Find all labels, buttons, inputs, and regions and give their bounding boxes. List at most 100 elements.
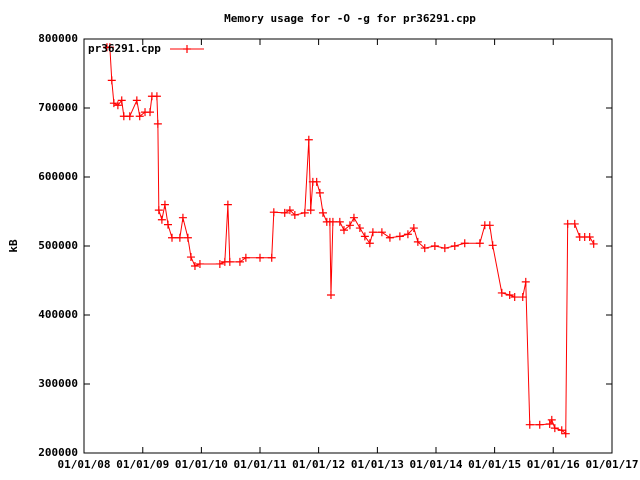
- x-tick-label: 01/01/11: [234, 458, 287, 471]
- point: [146, 108, 154, 117]
- point: [125, 112, 134, 121]
- y-tick-label: 500000: [38, 239, 78, 252]
- point: [355, 224, 364, 233]
- point: [365, 239, 374, 248]
- point: [521, 277, 530, 286]
- point: [360, 232, 369, 241]
- y-tick-label: 600000: [38, 170, 78, 183]
- x-tick-label: 01/01/13: [351, 458, 404, 471]
- point: [409, 224, 418, 233]
- point: [113, 101, 122, 110]
- point: [215, 259, 224, 268]
- point: [241, 253, 250, 262]
- point: [154, 206, 163, 215]
- point: [225, 257, 234, 266]
- point: [460, 239, 469, 248]
- point: [300, 208, 309, 217]
- point: [585, 233, 594, 242]
- y-tick-label: 200000: [38, 446, 78, 459]
- point: [285, 206, 294, 215]
- point: [135, 112, 144, 121]
- point: [223, 200, 232, 209]
- point: [186, 253, 195, 262]
- point: [183, 233, 192, 242]
- point: [235, 257, 244, 266]
- y-tick-label: 400000: [38, 308, 78, 321]
- point: [535, 420, 544, 429]
- point: [545, 420, 554, 429]
- point: [117, 96, 126, 105]
- point: [395, 232, 404, 241]
- point: [570, 219, 579, 228]
- point: [160, 200, 169, 209]
- point: [280, 208, 289, 217]
- point: [550, 424, 559, 433]
- point: [157, 215, 166, 224]
- point: [105, 43, 114, 52]
- point: [335, 217, 344, 226]
- x-tick-label: 01/01/09: [116, 458, 169, 471]
- point: [163, 220, 172, 229]
- x-tick-label: 01/01/16: [527, 458, 580, 471]
- point: [475, 239, 484, 248]
- point: [377, 228, 386, 237]
- point: [420, 244, 429, 253]
- point: [589, 239, 598, 248]
- x-tick-label: 01/01/08: [58, 458, 111, 471]
- point: [430, 242, 439, 250]
- y-tick-label: 300000: [38, 377, 78, 390]
- y-tick-label: 800000: [38, 32, 78, 45]
- point: [109, 99, 118, 108]
- y-axis-label: kB: [7, 239, 20, 253]
- point: [175, 233, 184, 242]
- x-tick-label: 01/01/10: [175, 458, 228, 471]
- point: [345, 221, 354, 230]
- point: [304, 135, 313, 144]
- point: [485, 221, 494, 230]
- point: [315, 188, 324, 197]
- point: [440, 244, 449, 253]
- point: [269, 208, 278, 217]
- point: [326, 290, 335, 299]
- point: [561, 429, 570, 438]
- plot-border: [83, 38, 613, 454]
- point: [488, 241, 497, 250]
- point: [505, 290, 514, 299]
- x-tick-label: 01/01/17: [586, 458, 639, 471]
- point: [267, 253, 276, 262]
- point: [168, 233, 176, 242]
- point: [339, 226, 348, 235]
- point: [312, 177, 321, 186]
- x-tick-label: 01/01/15: [468, 458, 521, 471]
- legend-label: pr36291.cpp: [88, 42, 161, 55]
- point: [497, 288, 506, 297]
- point: [525, 420, 534, 429]
- y-tick-label: 700000: [38, 101, 78, 114]
- point: [403, 230, 412, 239]
- point: [152, 92, 161, 101]
- point: [349, 213, 358, 222]
- point: [510, 293, 519, 302]
- x-tick-label: 01/01/14: [410, 458, 463, 471]
- point: [450, 242, 459, 250]
- chart-title: Memory usage for -O -g for pr36291.cpp: [224, 12, 476, 25]
- point: [328, 217, 337, 226]
- point: [256, 253, 264, 262]
- point: [518, 293, 527, 302]
- point: [385, 233, 394, 242]
- point: [290, 210, 299, 219]
- point: [318, 208, 327, 217]
- point: [368, 228, 377, 237]
- point: [178, 213, 187, 222]
- point: [190, 262, 199, 271]
- point: [413, 237, 422, 246]
- point: [153, 119, 162, 128]
- point: [557, 426, 566, 435]
- point: [547, 415, 556, 424]
- point: [132, 96, 141, 105]
- point: [306, 206, 315, 215]
- point: [563, 219, 572, 228]
- point: [107, 76, 116, 85]
- x-tick-label: 01/01/12: [292, 458, 345, 471]
